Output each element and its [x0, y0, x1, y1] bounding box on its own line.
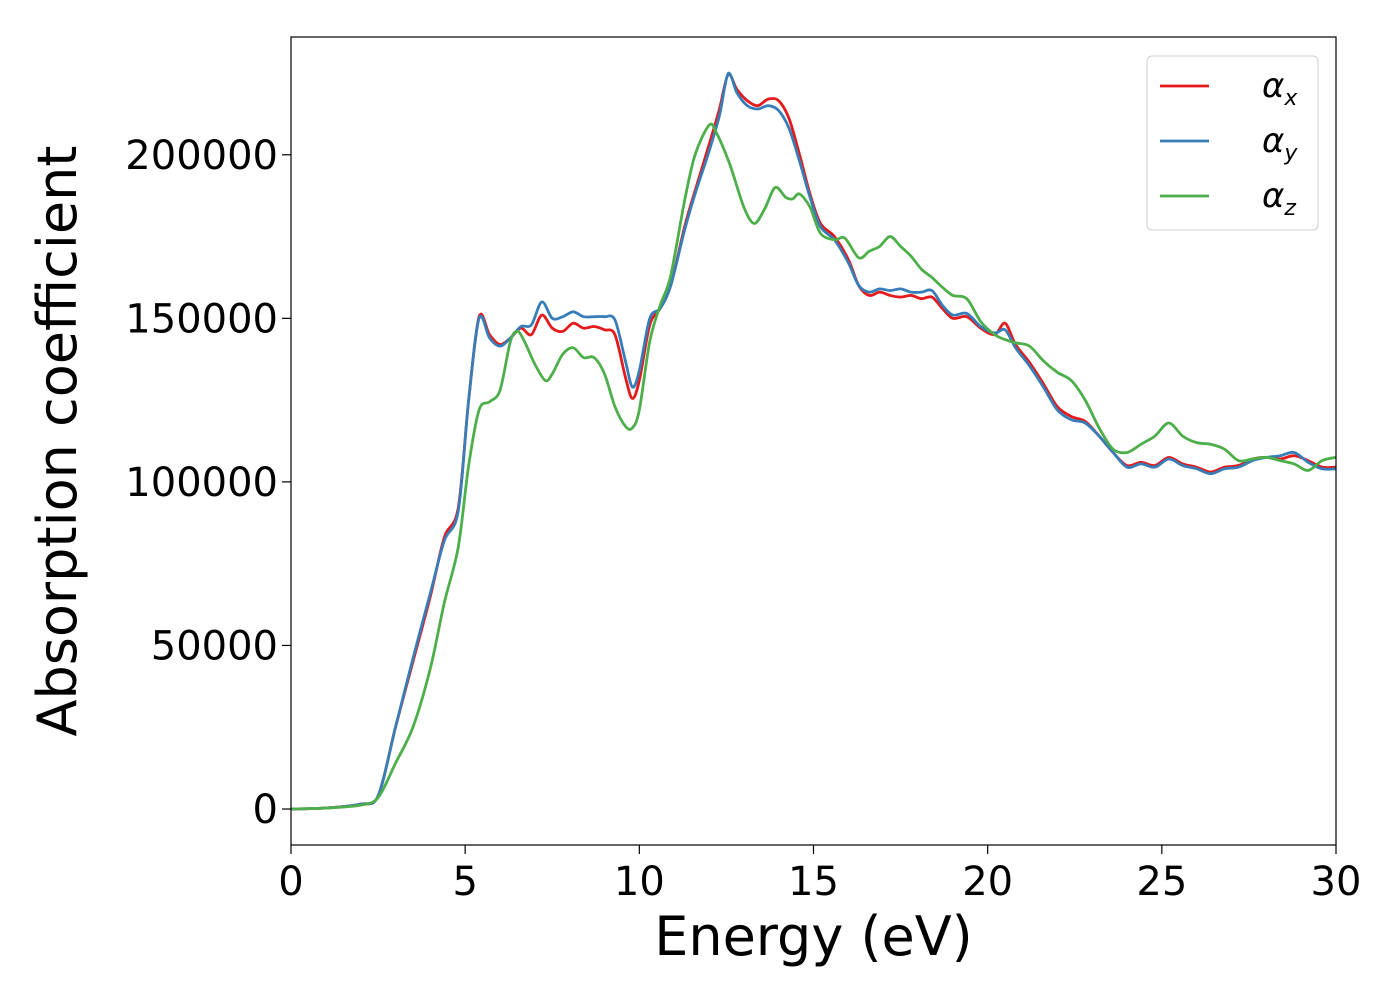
legend-box — [1146, 55, 1319, 231]
x-tick-label: 30 — [1311, 859, 1362, 905]
y-tick-label: 0 — [253, 787, 278, 833]
series-line-z — [291, 122, 1336, 811]
x-axis: 0 5 10 15 20 25 30 — [278, 845, 1361, 905]
y-axis-label: Absorption coefficient — [26, 146, 89, 737]
y-axis: 0 50000 100000 150000 200000 — [125, 133, 291, 833]
legend: αx αy αz — [1146, 55, 1319, 231]
y-tick-label: 150000 — [125, 296, 278, 342]
legend-label-x: αx — [1262, 66, 1298, 111]
y-tick-label: 50000 — [151, 623, 278, 669]
y-tick-label: 200000 — [125, 133, 278, 179]
y-tick-label: 100000 — [125, 460, 278, 506]
x-tick-label: 20 — [962, 859, 1013, 905]
x-tick-label: 10 — [614, 859, 665, 905]
x-tick-label: 25 — [1136, 859, 1187, 905]
x-tick-label: 15 — [788, 859, 839, 905]
x-tick-label: 0 — [278, 859, 303, 905]
x-tick-label: 5 — [452, 859, 477, 905]
legend-label-z: αz — [1262, 176, 1296, 221]
series-layer — [291, 71, 1336, 811]
x-axis-label: Energy (eV) — [654, 905, 973, 968]
legend-label-y: αy — [1262, 121, 1298, 166]
